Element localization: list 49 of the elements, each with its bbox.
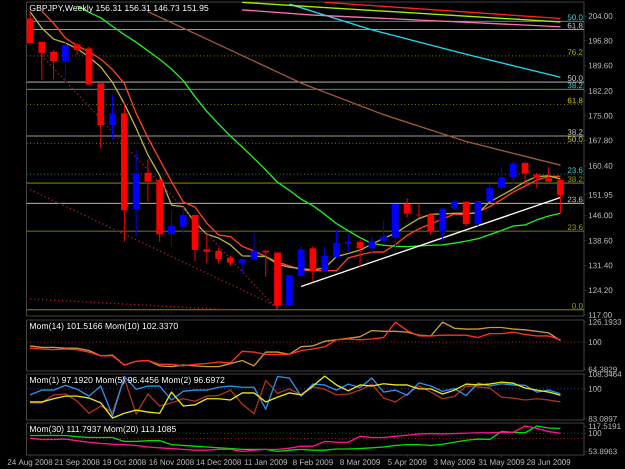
y-tick-label: 64.3829 (588, 366, 617, 372)
annotation: 50.0 (568, 75, 583, 81)
y-tick-label: 138.60 (588, 238, 612, 244)
y-tick-label: 108.3464 (588, 371, 622, 377)
y-tick-label: 146.00 (588, 212, 612, 218)
y-tick-label: 151.95 (588, 192, 612, 198)
x-tick-label: 8 Feb 2009 (293, 459, 333, 466)
y-tick-label: 83.0897 (588, 416, 617, 422)
y-tick-label: 167.80 (588, 138, 612, 144)
y-tick-label: 53.8963 (588, 448, 617, 454)
chart-title: Mom(30) 111.7937 Mom(20) 113.1085 (30, 426, 176, 434)
annotation: 50.0 (568, 136, 583, 142)
x-tick-label: 28 Jun 2009 (527, 459, 570, 465)
y-tick-label: 131.40 (588, 262, 612, 268)
y-tick-label: 196.80 (588, 38, 612, 44)
y-tick-label: 100 (588, 430, 602, 436)
x-tick-label: 14 Dec 2008 (196, 459, 241, 465)
annotation: 38.2 (568, 82, 583, 88)
annotation: 38.2 (568, 176, 583, 182)
y-tick-label: 117.5191 (588, 423, 621, 430)
annotation: 23.6 (568, 196, 583, 202)
annotation: 0.0 (572, 303, 583, 309)
x-tick-label: 19 Oct 2008 (103, 459, 146, 465)
y-tick-label: 124.20 (588, 287, 612, 294)
y-tick-label: 175.00 (588, 112, 612, 119)
annotation: 23.6 (568, 167, 583, 174)
y-tick-label: 100 (588, 386, 602, 392)
x-tick-label: 11 Jan 2009 (244, 459, 288, 465)
annotation: 23.6 (568, 224, 583, 230)
y-tick-label: 126.1933 (588, 319, 622, 325)
y-tick-label: 117.00 (588, 312, 612, 318)
x-tick-label: 16 Nov 2008 (149, 459, 194, 465)
x-tick-label: 24 Aug 2008 (8, 459, 52, 467)
annotation: 50.0 (568, 14, 583, 20)
x-tick-label: 3 May 2009 (434, 459, 475, 467)
y-tick-label: 182.20 (588, 88, 612, 94)
annotation: 61.8 (568, 22, 583, 28)
annotation: 61.8 (568, 98, 583, 104)
x-tick-label: 31 May 2009 (478, 459, 524, 467)
annotation: 76.2 (568, 49, 583, 55)
y-tick-label: 100 (588, 339, 602, 345)
x-tick-label: 8 Mar 2009 (340, 459, 380, 465)
chart-title: Mom(14) 101.5166 Mom(10) 102.3370 (30, 322, 178, 331)
y-tick-label: 189.60 (588, 62, 612, 68)
y-tick-label: 160.40 (588, 163, 612, 169)
annotation: 38.2 (568, 129, 583, 135)
x-tick-label: 21 Sep 2008 (54, 459, 100, 467)
y-tick-label: 204.00 (588, 13, 612, 19)
x-tick-label: 5 Apr 2009 (388, 459, 426, 467)
